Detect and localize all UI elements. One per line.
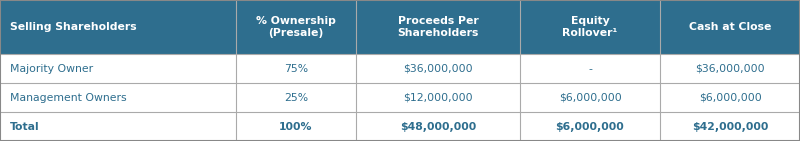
Text: 75%: 75% <box>284 64 308 74</box>
Text: Majority Owner: Majority Owner <box>10 64 93 74</box>
Text: 100%: 100% <box>279 122 313 132</box>
Text: $6,000,000: $6,000,000 <box>558 93 622 103</box>
Text: $6,000,000: $6,000,000 <box>698 93 762 103</box>
Text: 25%: 25% <box>284 93 308 103</box>
Text: Equity
Rollover¹: Equity Rollover¹ <box>562 16 618 38</box>
Bar <box>0 54 800 83</box>
Text: Management Owners: Management Owners <box>10 93 126 103</box>
Text: Selling Shareholders: Selling Shareholders <box>10 22 136 32</box>
Bar <box>0 83 800 112</box>
Text: $12,000,000: $12,000,000 <box>403 93 473 103</box>
Text: Cash at Close: Cash at Close <box>689 22 771 32</box>
Text: Proceeds Per
Shareholders: Proceeds Per Shareholders <box>398 16 478 38</box>
Text: $42,000,000: $42,000,000 <box>692 122 768 132</box>
Text: -: - <box>588 64 592 74</box>
Text: Total: Total <box>10 122 39 132</box>
Text: $36,000,000: $36,000,000 <box>403 64 473 74</box>
Text: $6,000,000: $6,000,000 <box>556 122 624 132</box>
Bar <box>0 112 800 141</box>
Bar <box>0 0 800 54</box>
Text: $36,000,000: $36,000,000 <box>695 64 765 74</box>
Text: $48,000,000: $48,000,000 <box>400 122 476 132</box>
Text: % Ownership
(Presale): % Ownership (Presale) <box>256 16 336 38</box>
